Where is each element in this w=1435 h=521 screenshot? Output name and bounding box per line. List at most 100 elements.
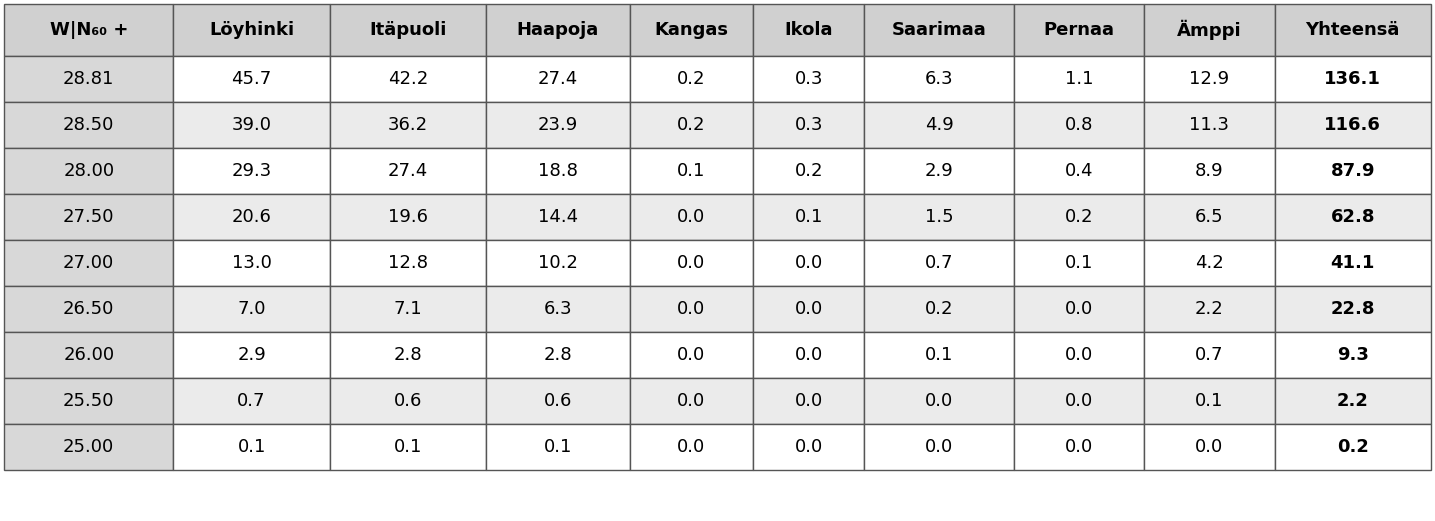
- Bar: [630, 378, 753, 424]
- Text: 0.0: 0.0: [795, 438, 822, 456]
- Text: 39.0: 39.0: [231, 116, 271, 134]
- Bar: [753, 56, 864, 102]
- Bar: [1274, 56, 1431, 102]
- Bar: [753, 4, 864, 56]
- Text: 6.3: 6.3: [544, 300, 573, 318]
- Bar: [4, 378, 174, 424]
- Text: Löyhinki: Löyhinki: [210, 21, 294, 39]
- Text: 28.00: 28.00: [63, 162, 115, 180]
- Text: 0.0: 0.0: [926, 392, 953, 410]
- Bar: [1144, 194, 1274, 240]
- Text: 4.9: 4.9: [924, 116, 953, 134]
- Bar: [174, 102, 330, 148]
- Text: 62.8: 62.8: [1330, 208, 1375, 226]
- Bar: [174, 4, 330, 56]
- Bar: [4, 148, 174, 194]
- Bar: [1144, 378, 1274, 424]
- Bar: [486, 332, 630, 378]
- Bar: [1274, 424, 1431, 470]
- Text: 0.0: 0.0: [795, 254, 822, 272]
- Bar: [1015, 4, 1144, 56]
- Bar: [1274, 240, 1431, 286]
- Text: 6.5: 6.5: [1195, 208, 1224, 226]
- Bar: [1015, 332, 1144, 378]
- Bar: [1274, 194, 1431, 240]
- Bar: [330, 286, 486, 332]
- Text: 116.6: 116.6: [1325, 116, 1382, 134]
- Text: 25.50: 25.50: [63, 392, 115, 410]
- Bar: [174, 332, 330, 378]
- Text: 8.9: 8.9: [1195, 162, 1224, 180]
- Bar: [486, 378, 630, 424]
- Bar: [630, 194, 753, 240]
- Text: 0.2: 0.2: [1065, 208, 1093, 226]
- Bar: [1144, 424, 1274, 470]
- Text: 9.3: 9.3: [1337, 346, 1369, 364]
- Bar: [864, 102, 1015, 148]
- Bar: [1015, 378, 1144, 424]
- Text: 36.2: 36.2: [387, 116, 428, 134]
- Bar: [330, 240, 486, 286]
- Bar: [864, 194, 1015, 240]
- Bar: [1144, 240, 1274, 286]
- Text: 45.7: 45.7: [231, 70, 271, 88]
- Bar: [864, 148, 1015, 194]
- Text: 0.0: 0.0: [677, 346, 706, 364]
- Text: 12.8: 12.8: [387, 254, 428, 272]
- Bar: [864, 378, 1015, 424]
- Text: 26.00: 26.00: [63, 346, 115, 364]
- Bar: [1144, 148, 1274, 194]
- Bar: [753, 194, 864, 240]
- Bar: [4, 286, 174, 332]
- Bar: [630, 332, 753, 378]
- Text: 2.9: 2.9: [237, 346, 265, 364]
- Bar: [1015, 194, 1144, 240]
- Text: 0.1: 0.1: [795, 208, 822, 226]
- Bar: [4, 424, 174, 470]
- Bar: [486, 240, 630, 286]
- Text: 0.0: 0.0: [1195, 438, 1224, 456]
- Text: 0.2: 0.2: [677, 70, 706, 88]
- Text: 0.2: 0.2: [677, 116, 706, 134]
- Text: W|N₆₀ +: W|N₆₀ +: [50, 21, 128, 39]
- Text: 42.2: 42.2: [387, 70, 428, 88]
- Text: 7.0: 7.0: [237, 300, 265, 318]
- Bar: [630, 4, 753, 56]
- Bar: [864, 286, 1015, 332]
- Bar: [1144, 332, 1274, 378]
- Bar: [1144, 102, 1274, 148]
- Text: 28.50: 28.50: [63, 116, 115, 134]
- Text: 0.7: 0.7: [1195, 346, 1224, 364]
- Text: 23.9: 23.9: [538, 116, 578, 134]
- Text: 2.8: 2.8: [393, 346, 422, 364]
- Text: 0.0: 0.0: [1065, 346, 1093, 364]
- Bar: [630, 148, 753, 194]
- Text: 87.9: 87.9: [1330, 162, 1375, 180]
- Text: 0.0: 0.0: [795, 346, 822, 364]
- Bar: [630, 102, 753, 148]
- Bar: [486, 102, 630, 148]
- Text: 27.50: 27.50: [63, 208, 115, 226]
- Bar: [864, 424, 1015, 470]
- Text: Yhteensä: Yhteensä: [1306, 21, 1401, 39]
- Bar: [1144, 286, 1274, 332]
- Text: Pernaa: Pernaa: [1043, 21, 1115, 39]
- Text: 0.0: 0.0: [1065, 438, 1093, 456]
- Text: 0.1: 0.1: [237, 438, 265, 456]
- Text: Haapoja: Haapoja: [517, 21, 598, 39]
- Bar: [174, 286, 330, 332]
- Text: 22.8: 22.8: [1330, 300, 1375, 318]
- Text: 19.6: 19.6: [387, 208, 428, 226]
- Text: 0.2: 0.2: [1337, 438, 1369, 456]
- Text: 0.8: 0.8: [1065, 116, 1093, 134]
- Bar: [1274, 332, 1431, 378]
- Text: 0.0: 0.0: [795, 300, 822, 318]
- Bar: [1015, 240, 1144, 286]
- Text: 0.7: 0.7: [924, 254, 953, 272]
- Text: 0.4: 0.4: [1065, 162, 1093, 180]
- Text: 27.4: 27.4: [538, 70, 578, 88]
- Text: 0.2: 0.2: [795, 162, 824, 180]
- Bar: [174, 148, 330, 194]
- Text: 14.4: 14.4: [538, 208, 578, 226]
- Bar: [330, 332, 486, 378]
